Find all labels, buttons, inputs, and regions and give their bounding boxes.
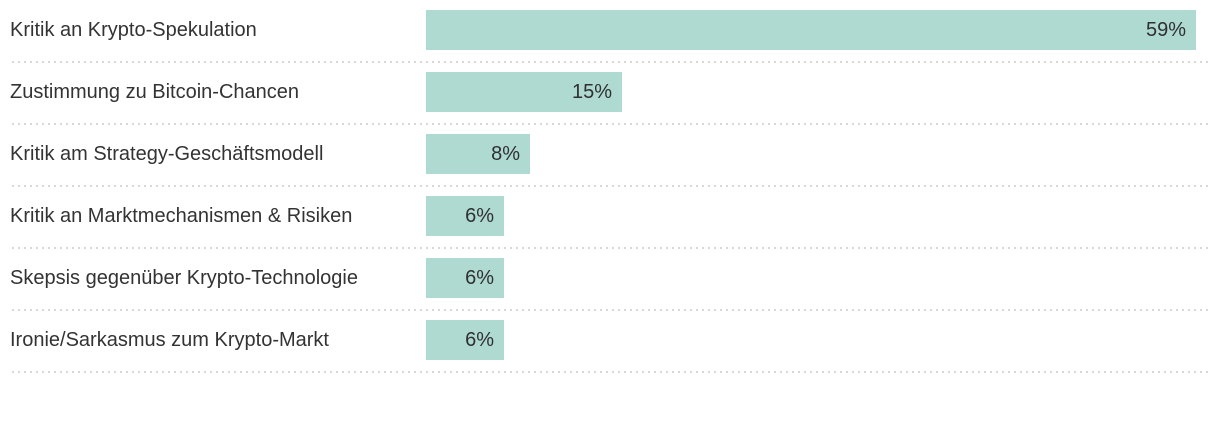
bar-area: 6% [426,196,1220,236]
row-divider [12,309,1208,311]
bar: 6% [426,320,504,360]
row-divider [12,371,1208,373]
category-label: Kritik am Strategy-Geschäftsmodell [10,142,324,165]
category-label: Kritik an Krypto-Spekulation [10,18,257,41]
row-divider [12,123,1208,125]
bar-area: 6% [426,320,1220,360]
bar: 6% [426,258,504,298]
chart-row: Kritik am Strategy-Geschäftsmodell 8% [0,124,1220,187]
chart-row: Kritik an Marktmechanismen & Risiken 6% [0,186,1220,249]
chart-row: Ironie/Sarkasmus zum Krypto-Markt 6% [0,310,1220,373]
value-label: 6% [465,204,494,227]
bar: 6% [426,196,504,236]
bar-area: 6% [426,258,1220,298]
bar-area: 15% [426,72,1220,112]
value-label: 15% [571,80,612,103]
row-divider [12,247,1208,249]
chart-row: Kritik an Krypto-Spekulation 59% [0,0,1220,63]
category-label: Ironie/Sarkasmus zum Krypto-Markt [10,328,329,351]
value-label: 59% [1145,18,1186,41]
value-label: 6% [465,328,494,351]
value-label: 6% [465,266,494,289]
bar-area: 8% [426,134,1220,174]
bar-area: 59% [426,10,1220,50]
bar: 15% [426,72,622,112]
row-divider [12,185,1208,187]
value-label: 8% [491,142,520,165]
bar: 59% [426,10,1196,50]
chart-row: Skepsis gegenüber Krypto-Technologie 6% [0,248,1220,311]
chart-row: Zustimmung zu Bitcoin-Chancen 15% [0,62,1220,125]
row-divider [12,61,1208,63]
category-label: Skepsis gegenüber Krypto-Technologie [10,266,358,289]
category-label: Kritik an Marktmechanismen & Risiken [10,204,353,227]
category-label: Zustimmung zu Bitcoin-Chancen [10,80,300,103]
bar: 8% [426,134,530,174]
